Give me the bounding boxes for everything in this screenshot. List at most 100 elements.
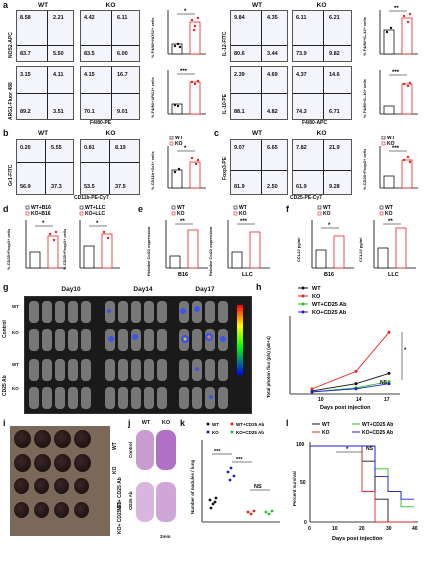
svg-text:WT+CD25 Ab: WT+CD25 Ab bbox=[236, 422, 264, 427]
svg-text:WT+CD25 Ab: WT+CD25 Ab bbox=[312, 302, 347, 308]
flow-plot-a1-ko: 4.42 6.11 83.5 6.00 bbox=[80, 10, 140, 62]
panel-label-g: g bbox=[3, 282, 9, 292]
h-series-line bbox=[311, 381, 390, 393]
h-data-point bbox=[387, 380, 391, 384]
flow-plot-a4-wt: 2.39 4.69 88.1 4.82 bbox=[230, 66, 288, 120]
svg-text:LLC: LLC bbox=[242, 272, 253, 278]
g-day17: Day17 bbox=[195, 286, 215, 293]
svg-text:KO+LLC: KO+LLC bbox=[85, 211, 106, 217]
survival-chart-l: WT KO WT+CD25 Ab KO+CD25 Ab * NS 0 10 20… bbox=[296, 422, 418, 542]
svg-text:KO+B16: KO+B16 bbox=[31, 211, 51, 217]
svg-text:***: *** bbox=[392, 70, 400, 76]
svg-text:***: *** bbox=[180, 69, 188, 75]
svg-text:Days post injection: Days post injection bbox=[320, 405, 371, 411]
svg-text:**: ** bbox=[394, 6, 399, 12]
flow-plot-a4-ko: 4.37 14.6 74.3 6.71 bbox=[292, 66, 352, 120]
dot-chart-k: WT KO WT+CD25 Ab KO+CD25 Ab *** *** NS bbox=[201, 422, 280, 523]
bar-chart-d: WT+B16 KO+B16 WT+LLC KO+LLC * * bbox=[25, 205, 120, 269]
j-row-control: Control bbox=[128, 442, 133, 458]
svg-text:10: 10 bbox=[332, 526, 338, 532]
svg-text:KO: KO bbox=[385, 211, 393, 217]
bar-chart-e: WT KO WT KO ** B16 *** LLC bbox=[165, 205, 270, 278]
panel-label-d: d bbox=[3, 204, 9, 214]
svg-text:10: 10 bbox=[318, 397, 324, 403]
svg-text:WT+B16: WT+B16 bbox=[31, 205, 51, 211]
c-xlabel: CD25-PE-Cy7 bbox=[290, 195, 322, 201]
bar-chart-f: WT KO WT KO * B16 ** LLC bbox=[311, 205, 416, 278]
panel-label-i: i bbox=[3, 418, 6, 428]
svg-text:NS: NS bbox=[366, 446, 374, 452]
svg-text:WT: WT bbox=[387, 136, 395, 141]
panel-label-h: h bbox=[256, 282, 262, 292]
h-data-point bbox=[354, 387, 358, 391]
svg-text:NS: NS bbox=[380, 380, 388, 386]
h-ylabel: Total photon flux (p/s) (xE+4) bbox=[266, 336, 271, 398]
bar-chart-a3: ** bbox=[379, 6, 418, 55]
j-ko: KO bbox=[161, 420, 171, 426]
d-ylabel-2: % CD25+Foxp3+ cells bbox=[62, 228, 67, 270]
panel-label-l: l bbox=[286, 418, 289, 428]
a4-bar-ylabel: % F4/80+IL-10+ cells bbox=[362, 79, 367, 118]
flow-plot-b-ko: 0.81 8.19 53.5 37.5 bbox=[80, 139, 140, 195]
svg-text:Days post injection: Days post injection bbox=[332, 536, 383, 542]
svg-text:***: *** bbox=[392, 146, 400, 152]
svg-text:WT: WT bbox=[175, 136, 183, 141]
svg-text:0: 0 bbox=[304, 520, 307, 526]
h-data-point bbox=[387, 330, 391, 334]
a3-bar-ylabel: % F4/80+IL-12+ cells bbox=[362, 17, 367, 56]
d-ylabel-1: % CD25+Foxp3+ cells bbox=[6, 228, 11, 270]
svg-text:**: ** bbox=[180, 219, 185, 225]
h-data-point bbox=[354, 369, 358, 373]
i-row-ko-ab: KO+ CD25 Ab bbox=[117, 501, 123, 534]
panel-label-a: a bbox=[3, 0, 9, 10]
flow-plot-a2-wt: 3.15 4.11 89.2 3.51 bbox=[16, 66, 74, 120]
svg-text:WT: WT bbox=[177, 205, 185, 211]
svg-text:***: *** bbox=[240, 219, 248, 225]
i-row-ko: KO bbox=[112, 466, 118, 475]
panel-label-e: e bbox=[138, 204, 144, 214]
bar-chart-a4: *** bbox=[379, 70, 418, 115]
line-chart-h: WT KO WT+CD25 Ab KO+CD25 Ab NS * 10 14 1… bbox=[289, 286, 407, 411]
svg-text:KO: KO bbox=[312, 294, 321, 300]
svg-text:WT: WT bbox=[239, 205, 247, 211]
svg-text:50: 50 bbox=[300, 480, 306, 486]
a-wt-title-right: WT bbox=[251, 2, 263, 9]
flow-plot-b-wt: 0.20 5.55 56.9 37.3 bbox=[16, 139, 74, 195]
svg-text:40: 40 bbox=[412, 526, 418, 532]
svg-text:14: 14 bbox=[356, 397, 362, 403]
svg-text:KO: KO bbox=[387, 141, 395, 147]
g-day14: Day14 bbox=[133, 286, 153, 293]
b-xlabel: CD11b-PE-Cy7 bbox=[74, 195, 109, 201]
svg-text:WT: WT bbox=[323, 205, 331, 211]
c-wt-title: WT bbox=[251, 130, 263, 137]
svg-text:**: ** bbox=[388, 219, 393, 225]
bar-chart-c: WT KO *** bbox=[379, 136, 418, 189]
e-ylabel-1: Relative Ccl22 expression bbox=[146, 226, 151, 276]
svg-text:WT+LLC: WT+LLC bbox=[85, 205, 106, 211]
svg-text:WT+CD25 Ab: WT+CD25 Ab bbox=[362, 422, 393, 428]
e-ylabel-2: Relative Ccl22 expression bbox=[208, 226, 213, 276]
svg-text:*: * bbox=[184, 146, 187, 152]
l-survival-curve bbox=[310, 445, 414, 523]
panel-label-k: k bbox=[180, 418, 186, 428]
flow-plot-a2-ko: 4.15 16.7 70.1 9.01 bbox=[80, 66, 140, 120]
svg-text:0: 0 bbox=[308, 526, 311, 532]
l-ylabel: Percent survival bbox=[292, 471, 297, 506]
svg-text:100: 100 bbox=[296, 442, 305, 448]
a-row1-ylabel: NOS2-APC bbox=[8, 32, 14, 58]
svg-text:WT: WT bbox=[385, 205, 393, 211]
j-wt: WT bbox=[141, 420, 151, 426]
panel-label-b: b bbox=[3, 128, 9, 138]
c-ko-title: KO bbox=[316, 130, 327, 137]
svg-text:KO: KO bbox=[322, 430, 330, 436]
svg-text:LLC: LLC bbox=[388, 272, 399, 278]
c-ylabel: Foxp3-PE bbox=[222, 156, 228, 180]
svg-text:NS: NS bbox=[254, 484, 262, 490]
histology-images bbox=[136, 430, 176, 530]
bioluminescence-image-grid bbox=[24, 296, 252, 414]
panel-label-f: f bbox=[286, 204, 289, 214]
flow-plot-a1-wt: 8.58 2.21 83.7 5.50 bbox=[16, 10, 74, 62]
svg-text:***: *** bbox=[236, 457, 243, 463]
svg-text:*: * bbox=[328, 223, 331, 229]
h-data-point bbox=[310, 387, 314, 391]
